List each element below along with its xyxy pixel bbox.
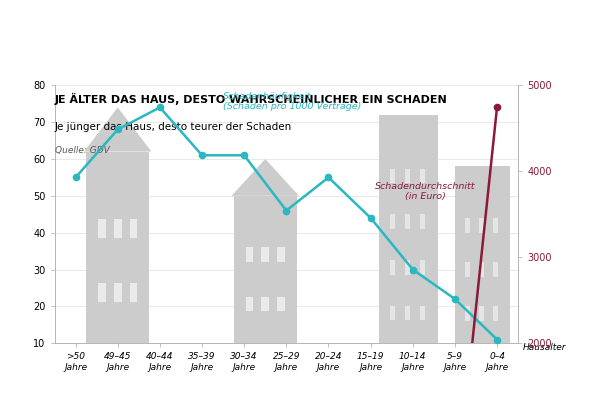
FancyBboxPatch shape bbox=[420, 260, 425, 275]
FancyBboxPatch shape bbox=[465, 218, 470, 233]
Text: Schadenhäufigkeit
(Schäden pro 1000 Verträge): Schadenhäufigkeit (Schäden pro 1000 Vert… bbox=[223, 92, 362, 111]
FancyBboxPatch shape bbox=[479, 262, 484, 277]
FancyBboxPatch shape bbox=[465, 262, 470, 277]
Text: Hausalter: Hausalter bbox=[522, 343, 566, 352]
FancyBboxPatch shape bbox=[261, 297, 269, 311]
FancyBboxPatch shape bbox=[390, 260, 396, 275]
Polygon shape bbox=[84, 107, 152, 151]
Text: Schadendurchschnitt
(in Euro): Schadendurchschnitt (in Euro) bbox=[375, 182, 476, 201]
FancyBboxPatch shape bbox=[479, 306, 484, 321]
FancyBboxPatch shape bbox=[420, 168, 425, 183]
FancyBboxPatch shape bbox=[405, 306, 410, 320]
Text: Quelle: GDV: Quelle: GDV bbox=[55, 146, 109, 155]
FancyBboxPatch shape bbox=[405, 168, 410, 183]
FancyBboxPatch shape bbox=[98, 219, 105, 238]
FancyBboxPatch shape bbox=[420, 306, 425, 320]
FancyBboxPatch shape bbox=[245, 248, 253, 262]
FancyBboxPatch shape bbox=[390, 214, 396, 229]
FancyBboxPatch shape bbox=[278, 248, 285, 262]
Text: JE ÄLTER DAS HAUS, DESTO WAHRSCHEINLICHER EIN SCHADEN: JE ÄLTER DAS HAUS, DESTO WAHRSCHEINLICHE… bbox=[55, 93, 447, 105]
Text: Je jünger das Haus, desto teurer der Schaden: Je jünger das Haus, desto teurer der Sch… bbox=[55, 122, 292, 132]
FancyBboxPatch shape bbox=[86, 151, 149, 343]
FancyBboxPatch shape bbox=[420, 214, 425, 229]
FancyBboxPatch shape bbox=[390, 306, 396, 320]
FancyBboxPatch shape bbox=[465, 306, 470, 321]
FancyBboxPatch shape bbox=[245, 297, 253, 311]
FancyBboxPatch shape bbox=[114, 219, 122, 238]
FancyBboxPatch shape bbox=[234, 196, 297, 343]
FancyBboxPatch shape bbox=[493, 262, 498, 277]
FancyBboxPatch shape bbox=[114, 282, 122, 302]
Polygon shape bbox=[231, 159, 299, 196]
FancyBboxPatch shape bbox=[379, 115, 438, 343]
FancyBboxPatch shape bbox=[390, 168, 396, 183]
FancyBboxPatch shape bbox=[278, 297, 285, 311]
FancyBboxPatch shape bbox=[493, 306, 498, 321]
FancyBboxPatch shape bbox=[493, 218, 498, 233]
FancyBboxPatch shape bbox=[130, 282, 138, 302]
FancyBboxPatch shape bbox=[98, 282, 105, 302]
FancyBboxPatch shape bbox=[261, 248, 269, 262]
FancyBboxPatch shape bbox=[405, 214, 410, 229]
FancyBboxPatch shape bbox=[479, 218, 484, 233]
FancyBboxPatch shape bbox=[405, 260, 410, 275]
FancyBboxPatch shape bbox=[455, 166, 510, 343]
FancyBboxPatch shape bbox=[130, 219, 138, 238]
